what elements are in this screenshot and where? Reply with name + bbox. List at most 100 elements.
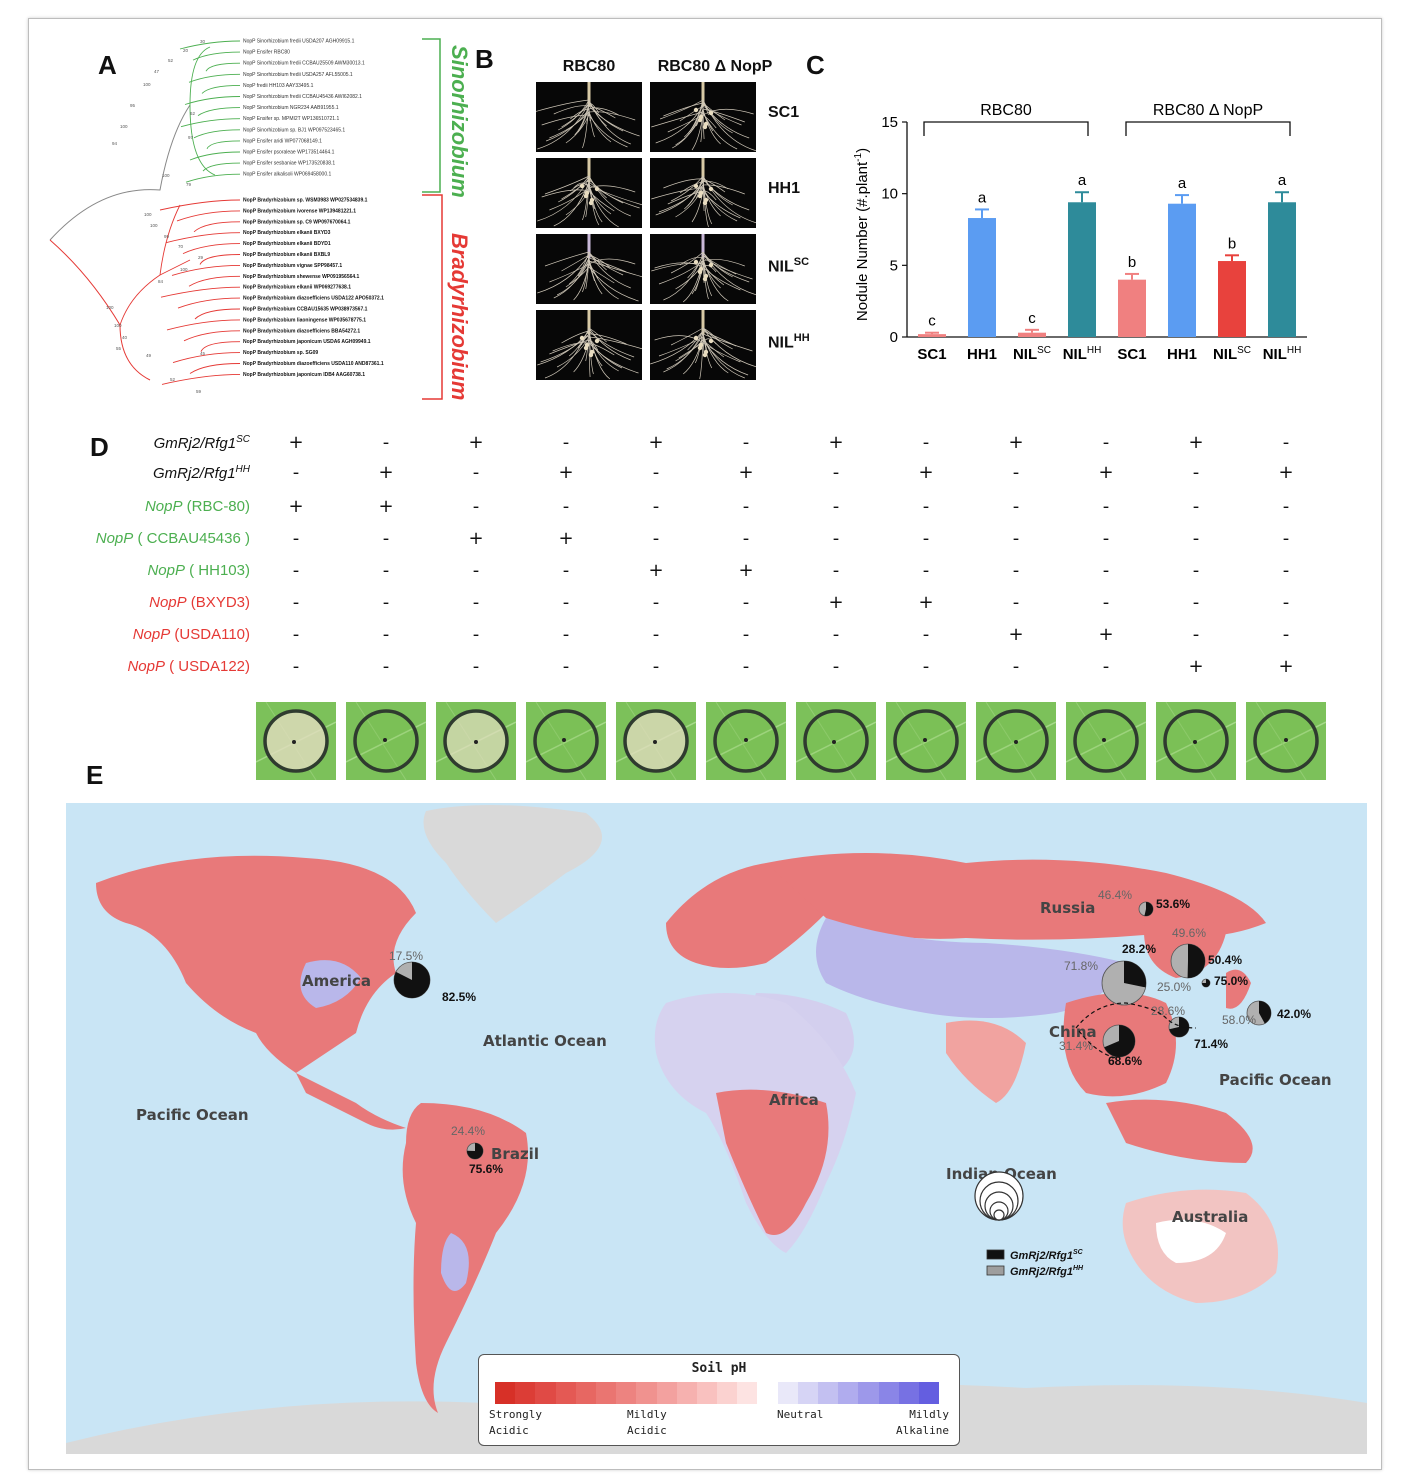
pie-hh-label: 24.4% — [451, 1124, 485, 1138]
taxon-label: NopP Sinorhizobium sp. BJ1 WP097523465.1 — [243, 127, 345, 133]
australia-neutral-zone — [1156, 1219, 1226, 1263]
sign-cell: - — [292, 656, 300, 677]
root-row-label: SC1 — [768, 104, 799, 122]
africa-central — [716, 1089, 829, 1235]
tree-branch — [159, 199, 241, 211]
pie-china-s — [1102, 1024, 1136, 1058]
condition-label: NopP ( HH103) — [147, 562, 250, 579]
pie-hh-label: 58.0% — [1222, 1013, 1256, 1027]
panel-label-b: B — [475, 44, 494, 74]
taxon-label: NopP Sinorhizobium fredii USDA207 AGH099… — [243, 39, 355, 45]
taxon-label: NopP Bradyrhizobium elkanii BDYD1 — [243, 241, 331, 247]
sign-cell: - — [1012, 592, 1020, 613]
sign-cell: + — [1098, 462, 1114, 483]
significance-letter: c — [928, 313, 936, 330]
sign-cell: + — [558, 528, 574, 549]
legend-label-mildly-alkaline: Mildly Alkaline — [896, 1407, 949, 1439]
sign-cell: + — [1098, 624, 1114, 645]
legend-label-line: Mildly — [627, 1408, 667, 1421]
bootstrap-value: 100 — [143, 82, 151, 87]
condition-label-gene: NopP — [144, 498, 183, 515]
root-row-label: NILHH — [768, 332, 810, 352]
tree-branch — [192, 51, 241, 61]
taxon-label: NopP Bradyrhizobium sp. SG09 — [243, 350, 318, 356]
central-america — [296, 1073, 406, 1130]
ph-color-cell — [818, 1382, 839, 1404]
x-tick-label: HH1 — [1167, 346, 1197, 363]
condition-label-strain: ( USDA122) — [164, 658, 250, 675]
tree-branch — [206, 140, 241, 150]
sign-cell: - — [1012, 656, 1020, 677]
tree-branch — [193, 129, 241, 139]
condition-label-gene: NopP — [132, 626, 171, 643]
sign-cell: - — [652, 528, 660, 549]
sign-cell: + — [1188, 432, 1204, 453]
pie-sc-label: 82.5% — [442, 990, 476, 1004]
sign-cell: + — [288, 496, 304, 517]
y-axis-label: Nodule Number (#.plant-1) — [853, 148, 871, 321]
bootstrap-value: 84 — [158, 279, 164, 284]
pie-brazil — [466, 1142, 484, 1160]
bootstrap-value: 59 — [196, 389, 202, 394]
sign-cell: - — [1192, 624, 1200, 645]
ph-color-cell — [737, 1382, 758, 1404]
leaf-hr-image — [886, 702, 966, 780]
x-tick-label: NILSC — [1213, 345, 1251, 363]
sign-cell: - — [1102, 560, 1110, 581]
sign-cell: - — [1102, 592, 1110, 613]
pie-china-e — [1168, 1016, 1190, 1038]
y-tick-label: 0 — [890, 329, 898, 346]
ph-color-cell — [575, 1382, 596, 1404]
soil-ph-color-bar — [495, 1382, 940, 1404]
nodule-bar-chart: 0 5 10 15 Nodule Number (#.plant-1) c SC1 a HH1 c… — [853, 102, 1307, 363]
panel-label-d: D — [90, 432, 109, 462]
bootstrap-value: 47 — [154, 69, 160, 74]
sign-cell: - — [742, 528, 750, 549]
sign-cell: - — [562, 656, 570, 677]
bootstrap-value: 100 — [180, 267, 188, 272]
root-image — [536, 82, 642, 152]
taxon-label: NopP Sinorhizobium NGR234 AAB91955.1 — [243, 105, 339, 111]
ph-color-cell — [838, 1382, 859, 1404]
soil-ph-legend: Soil pH Strongly Acidic Mildly Acidic Neut… — [478, 1354, 960, 1446]
sign-cell: - — [742, 432, 750, 453]
sign-cell: + — [558, 462, 574, 483]
bootstrap-value: 100 — [106, 305, 114, 310]
ph-color-cell — [656, 1382, 677, 1404]
china-dashed-line — [1075, 1002, 1197, 1029]
significance-letter: b — [1228, 235, 1236, 252]
tree-branch — [189, 363, 241, 374]
sign-cell: + — [738, 560, 754, 581]
pie-legend-label: GmRj2/Rfg1SC — [1010, 1249, 1084, 1262]
y-tick-label: 5 — [890, 257, 898, 274]
condition-label-strain: ( HH103) — [184, 562, 250, 579]
bootstrap-value: 79 — [186, 182, 192, 187]
sign-cell: - — [1102, 432, 1110, 453]
ph-color-cell — [595, 1382, 617, 1404]
taxon-label: NopP Bradyrhizobium elkanii BXYD3 — [243, 230, 331, 236]
sign-cell: - — [472, 592, 480, 613]
sign-cell: - — [652, 462, 660, 483]
col-header-rbc80: RBC80 — [562, 58, 616, 75]
hr-assay-table: GmRj2/Rfg1SC + - + - + - + - + - + - GmRj2/Rfg1HH - + - +… — [60, 428, 1360, 788]
sign-cell: + — [738, 462, 754, 483]
legend-label-line: Alkaline — [896, 1424, 949, 1437]
ph-color-cell — [898, 1382, 919, 1404]
pie-russia — [1138, 901, 1154, 917]
tree-branch — [188, 275, 241, 287]
pie-japan — [1246, 1000, 1272, 1026]
sign-cell: + — [1278, 462, 1294, 483]
sign-cell: - — [1282, 560, 1290, 581]
bootstrap-value: 99 — [164, 234, 170, 239]
pie-china-n — [1101, 960, 1147, 1006]
sign-cell: - — [562, 592, 570, 613]
condition-label-gene: NopP — [147, 562, 185, 579]
sign-cell: - — [562, 496, 570, 517]
ph-color-cell — [918, 1382, 940, 1404]
sign-cell: - — [472, 656, 480, 677]
sign-cell: - — [652, 496, 660, 517]
group-bracket — [923, 121, 1089, 136]
sign-cell: - — [1282, 496, 1290, 517]
panel-label-e: E — [86, 760, 104, 790]
taxon-label: NopP Sinorhizobium fredii USDA257 AFL550… — [243, 72, 353, 78]
